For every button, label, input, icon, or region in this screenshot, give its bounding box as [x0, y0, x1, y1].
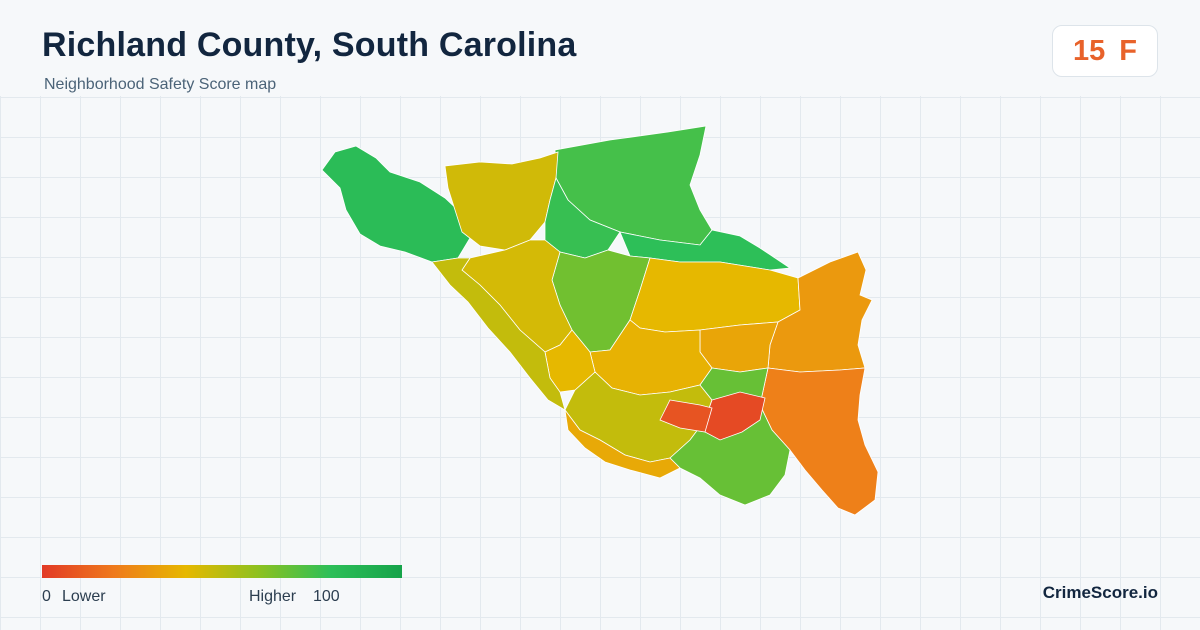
score-value: 15 [1073, 34, 1106, 67]
score-badge: 15 F [1052, 25, 1158, 77]
map-region[interactable] [659, 399, 713, 433]
page-title: Richland County, South Carolina [42, 26, 577, 64]
map-region[interactable] [431, 257, 566, 411]
legend-max-label: Higher [249, 588, 297, 605]
score-grade: F [1119, 34, 1137, 67]
brand-name: CrimeScore.io [1042, 583, 1158, 602]
legend-min-label: Lower [62, 588, 106, 605]
map-region[interactable] [699, 321, 779, 373]
header [0, 0, 1200, 96]
legend-min-value: 0 [42, 588, 51, 605]
map-region[interactable] [564, 409, 681, 479]
legend-gradient-bar [42, 565, 402, 578]
legend-max-value: 100 [313, 588, 340, 605]
map-region[interactable] [321, 145, 471, 263]
page-subtitle: Neighborhood Safety Score map [44, 76, 277, 93]
